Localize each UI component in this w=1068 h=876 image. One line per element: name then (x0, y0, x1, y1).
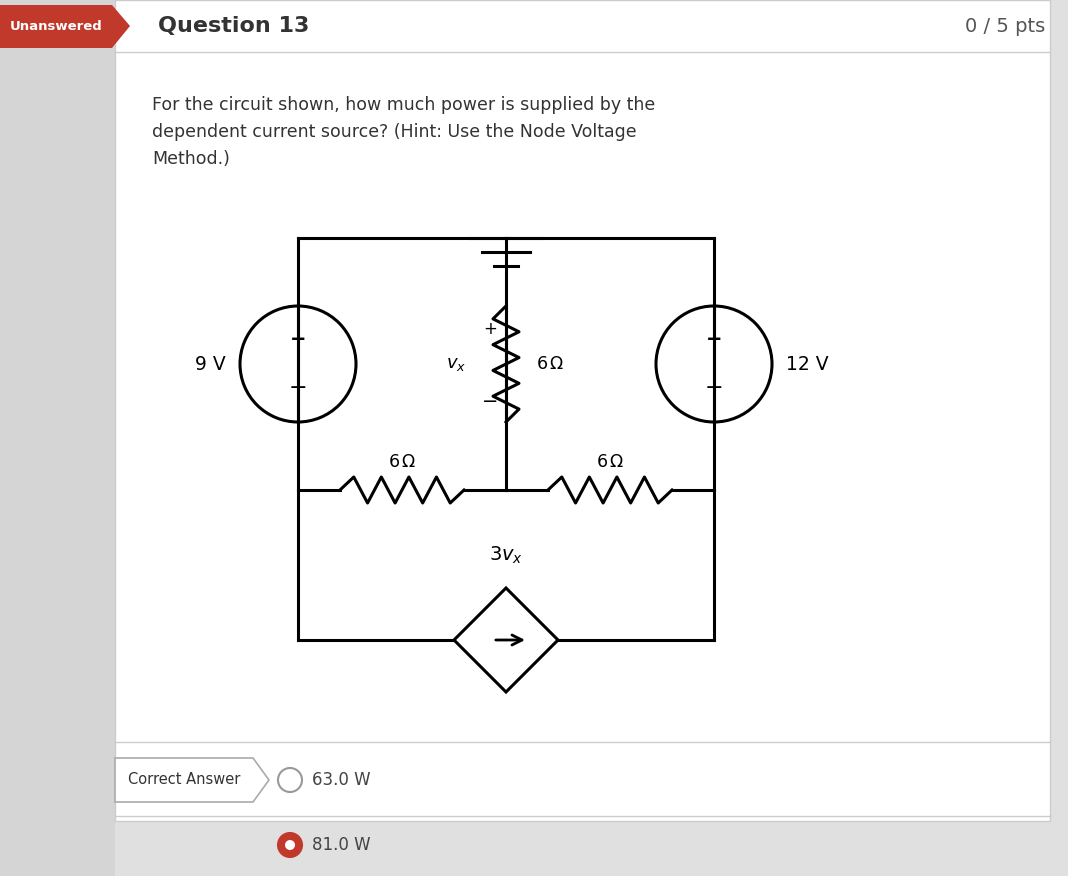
Circle shape (285, 840, 295, 850)
Text: −: − (288, 378, 308, 399)
Text: dependent current source? (Hint: Use the Node Voltage: dependent current source? (Hint: Use the… (152, 123, 637, 141)
Text: Question 13: Question 13 (158, 16, 310, 36)
Text: Correct Answer: Correct Answer (128, 773, 240, 788)
Text: 81.0 W: 81.0 W (312, 836, 371, 854)
FancyBboxPatch shape (115, 0, 1050, 821)
Text: $6\,\Omega$: $6\,\Omega$ (536, 355, 565, 373)
Text: 12 V: 12 V (786, 355, 829, 373)
Circle shape (278, 833, 302, 857)
Text: For the circuit shown, how much power is supplied by the: For the circuit shown, how much power is… (152, 96, 656, 114)
Text: +: + (706, 330, 722, 350)
Text: Unanswered: Unanswered (10, 19, 103, 32)
Text: $3v_x$: $3v_x$ (489, 545, 523, 566)
Text: $v_x$: $v_x$ (445, 355, 466, 373)
Text: $6\,\Omega$: $6\,\Omega$ (388, 453, 417, 471)
Text: −: − (705, 378, 723, 399)
Text: +: + (483, 320, 497, 338)
Text: +: + (289, 330, 307, 350)
Text: 9 V: 9 V (195, 355, 226, 373)
FancyBboxPatch shape (0, 0, 115, 876)
Polygon shape (0, 5, 130, 48)
Text: $6\,\Omega$: $6\,\Omega$ (596, 453, 625, 471)
Text: −: − (482, 392, 498, 412)
Text: 0 / 5 pts: 0 / 5 pts (964, 17, 1045, 36)
Text: 63.0 W: 63.0 W (312, 771, 371, 789)
Polygon shape (115, 758, 269, 802)
Text: Method.): Method.) (152, 150, 230, 168)
